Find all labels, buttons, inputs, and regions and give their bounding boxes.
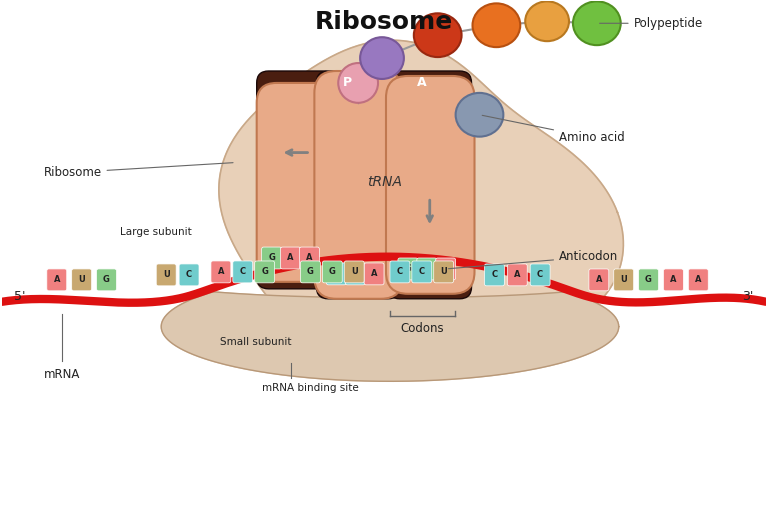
Text: 5': 5'	[15, 290, 26, 303]
Ellipse shape	[414, 13, 462, 57]
FancyBboxPatch shape	[47, 269, 67, 291]
FancyBboxPatch shape	[412, 261, 432, 283]
Polygon shape	[219, 40, 624, 337]
FancyBboxPatch shape	[664, 269, 684, 291]
Text: G: G	[268, 253, 275, 263]
Text: C: C	[419, 267, 425, 276]
Ellipse shape	[525, 2, 569, 41]
Text: C: C	[240, 267, 246, 276]
Text: C: C	[492, 270, 498, 280]
FancyBboxPatch shape	[233, 261, 253, 283]
Text: 3': 3'	[743, 290, 753, 303]
Text: A: A	[695, 275, 701, 284]
FancyBboxPatch shape	[364, 263, 384, 285]
Text: Ribosome: Ribosome	[44, 163, 233, 179]
FancyBboxPatch shape	[97, 269, 117, 291]
Text: C: C	[397, 267, 403, 276]
Text: U: U	[351, 267, 358, 276]
FancyBboxPatch shape	[316, 71, 400, 299]
FancyBboxPatch shape	[156, 264, 176, 286]
FancyBboxPatch shape	[280, 247, 300, 269]
Text: mRNA: mRNA	[44, 369, 80, 381]
FancyBboxPatch shape	[508, 264, 527, 286]
FancyBboxPatch shape	[589, 269, 609, 291]
Text: U: U	[78, 275, 85, 284]
FancyBboxPatch shape	[326, 263, 346, 285]
Text: A: A	[595, 275, 602, 284]
Text: mRNA binding site: mRNA binding site	[262, 383, 359, 393]
FancyBboxPatch shape	[323, 261, 343, 283]
Text: U: U	[163, 270, 170, 280]
FancyBboxPatch shape	[639, 269, 658, 291]
Text: U: U	[621, 275, 627, 284]
FancyBboxPatch shape	[257, 71, 336, 289]
Ellipse shape	[472, 4, 520, 47]
FancyBboxPatch shape	[345, 263, 365, 285]
Text: A: A	[306, 253, 313, 263]
Text: A: A	[217, 267, 224, 276]
FancyBboxPatch shape	[255, 261, 275, 283]
Text: G: G	[261, 267, 268, 276]
Text: G: G	[423, 264, 430, 273]
FancyBboxPatch shape	[435, 258, 455, 280]
FancyBboxPatch shape	[386, 76, 475, 294]
Text: tRNA: tRNA	[368, 176, 402, 189]
Text: P: P	[343, 76, 352, 90]
FancyBboxPatch shape	[614, 269, 634, 291]
FancyBboxPatch shape	[179, 264, 199, 286]
Text: A: A	[514, 270, 521, 280]
Text: G: G	[405, 264, 412, 273]
Text: Small subunit: Small subunit	[220, 336, 291, 347]
Text: A: A	[670, 275, 677, 284]
FancyBboxPatch shape	[390, 261, 410, 283]
FancyBboxPatch shape	[262, 247, 282, 269]
Text: Large subunit: Large subunit	[121, 227, 192, 237]
Text: C: C	[537, 270, 543, 280]
Text: G: G	[103, 275, 110, 284]
FancyBboxPatch shape	[257, 83, 336, 282]
Text: C: C	[333, 269, 339, 279]
FancyBboxPatch shape	[211, 261, 231, 283]
Ellipse shape	[360, 37, 404, 79]
FancyBboxPatch shape	[71, 269, 91, 291]
Text: G: G	[307, 267, 314, 276]
Text: Amino acid: Amino acid	[482, 115, 625, 144]
Text: A: A	[442, 264, 449, 273]
Text: Anticodon: Anticodon	[449, 250, 618, 269]
Text: A: A	[287, 253, 293, 263]
Text: Ribosome: Ribosome	[315, 10, 453, 34]
FancyBboxPatch shape	[688, 269, 708, 291]
FancyBboxPatch shape	[398, 258, 418, 280]
FancyBboxPatch shape	[417, 258, 437, 280]
Ellipse shape	[455, 93, 503, 137]
Text: G: G	[645, 275, 652, 284]
FancyBboxPatch shape	[300, 247, 319, 269]
FancyBboxPatch shape	[434, 261, 454, 283]
FancyBboxPatch shape	[344, 261, 364, 283]
FancyBboxPatch shape	[300, 261, 320, 283]
Polygon shape	[161, 292, 619, 381]
Text: G: G	[329, 267, 336, 276]
Text: Codons: Codons	[400, 322, 444, 335]
Text: U: U	[440, 267, 447, 276]
Ellipse shape	[338, 63, 378, 103]
Text: Polypeptide: Polypeptide	[600, 17, 703, 30]
FancyBboxPatch shape	[388, 71, 472, 299]
Text: C: C	[186, 270, 192, 280]
Text: A: A	[371, 269, 377, 279]
FancyBboxPatch shape	[485, 264, 505, 286]
Text: A: A	[417, 76, 426, 90]
Text: C: C	[352, 269, 358, 279]
FancyBboxPatch shape	[530, 264, 550, 286]
FancyBboxPatch shape	[314, 71, 403, 299]
Ellipse shape	[573, 2, 621, 45]
Text: A: A	[54, 275, 60, 284]
